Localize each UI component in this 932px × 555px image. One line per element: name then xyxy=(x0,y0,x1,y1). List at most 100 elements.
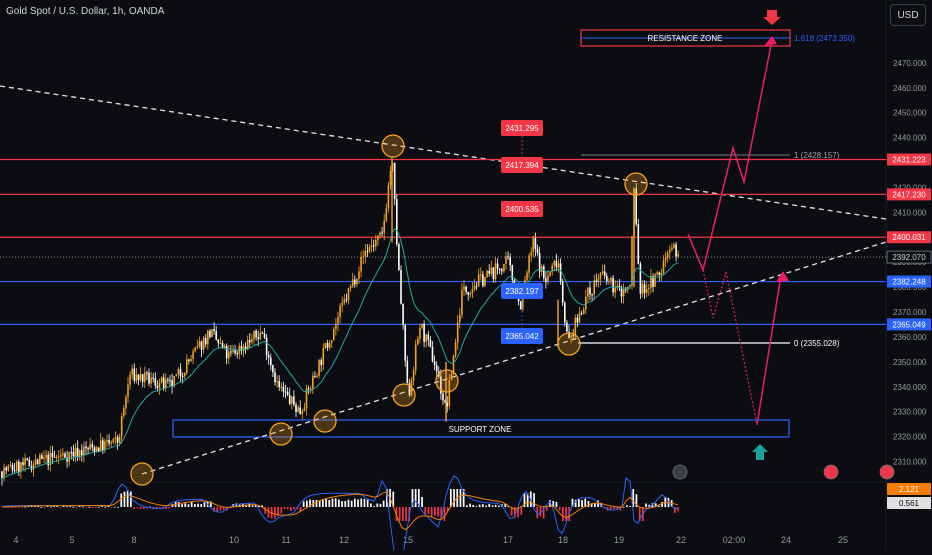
symbol-title: Gold Spot / U.S. Dollar, 1h, OANDA xyxy=(6,6,165,17)
currency-selector[interactable]: USD xyxy=(890,4,926,26)
candle-body xyxy=(606,275,608,282)
candle-body xyxy=(480,274,482,276)
candle-body xyxy=(624,289,627,291)
candle-body xyxy=(370,245,373,248)
macd-histogram-bar xyxy=(488,504,491,507)
candle-body xyxy=(364,251,367,257)
candle-body xyxy=(660,272,663,275)
candle-body xyxy=(589,287,591,295)
candle-body xyxy=(18,461,20,472)
candle-body xyxy=(108,440,110,444)
fib-level-label: 0 (2355.028) xyxy=(794,339,840,348)
macd-histogram-bar xyxy=(187,504,190,507)
candle-body xyxy=(114,437,117,439)
macd-histogram-bar xyxy=(402,507,404,521)
macd-histogram-bar xyxy=(494,504,497,507)
candle-body xyxy=(236,353,238,355)
level-price-label: 2365.049 xyxy=(892,320,926,329)
candle-body xyxy=(574,317,577,336)
macd-histogram-bar xyxy=(466,505,468,507)
macd-histogram-bar xyxy=(328,500,331,507)
macd-histogram-bar xyxy=(453,489,455,507)
candle-body xyxy=(78,450,81,458)
macd-histogram-bar xyxy=(549,500,551,507)
candle-body xyxy=(76,447,79,458)
macd-histogram-bar xyxy=(546,507,548,511)
candle-body xyxy=(587,287,589,297)
macd-histogram-bar xyxy=(398,507,401,521)
candle-body xyxy=(22,462,24,465)
candle-body xyxy=(673,244,675,248)
candle-body xyxy=(446,402,448,407)
candle-body xyxy=(351,279,354,286)
macd-histogram-bar xyxy=(24,506,27,508)
candle-body xyxy=(305,388,308,409)
macd-histogram-bar xyxy=(142,507,145,509)
macd-histogram-bar xyxy=(405,507,407,521)
rebound-projection-path xyxy=(756,274,782,426)
macd-histogram-bar xyxy=(638,507,641,521)
candle-body xyxy=(419,327,421,339)
candle-body xyxy=(461,289,463,315)
candle-body xyxy=(253,330,255,340)
macd-histogram-bar xyxy=(261,505,263,507)
macd-histogram-bar xyxy=(581,500,583,507)
candle-body xyxy=(45,454,47,458)
macd-histogram-bar xyxy=(370,503,372,507)
time-tick-label: 4 xyxy=(13,535,18,545)
candle-body xyxy=(179,369,182,376)
macd-histogram-bar xyxy=(510,507,513,516)
callout-label: 2365.042 xyxy=(505,332,539,341)
candle-body xyxy=(507,256,509,258)
macd-histogram-bar xyxy=(94,507,97,508)
candle-body xyxy=(194,347,196,352)
macd-histogram-bar xyxy=(200,504,203,507)
candle-body xyxy=(3,467,5,479)
candle-body xyxy=(496,263,499,269)
descending-trendline xyxy=(0,85,887,220)
candle-body xyxy=(72,452,75,457)
candle-body xyxy=(366,251,369,253)
macd-histogram-bar xyxy=(437,507,439,517)
candle-body xyxy=(585,296,587,310)
macd-histogram-bar xyxy=(526,493,529,507)
macd-histogram-bar xyxy=(424,507,427,515)
macd-histogram-bar xyxy=(222,507,225,510)
candle-body xyxy=(383,220,385,233)
candle-body xyxy=(641,284,644,294)
macd-histogram-bar xyxy=(165,507,167,510)
macd-histogram-bar xyxy=(258,505,260,507)
macd-histogram-bar xyxy=(594,503,596,507)
candle-body xyxy=(459,314,461,323)
candle-body xyxy=(276,381,278,383)
candle-body xyxy=(618,285,621,288)
candle-body xyxy=(293,396,295,405)
macd-histogram-bar xyxy=(245,504,247,507)
price-tick-label: 2450.000 xyxy=(893,109,927,118)
candle-body xyxy=(51,452,54,457)
candle-body xyxy=(57,455,60,457)
candle-body xyxy=(127,384,129,397)
candle-body xyxy=(473,286,476,290)
macd-histogram-bar xyxy=(267,507,270,518)
macd-histogram-bar xyxy=(40,506,43,508)
macd-histogram-bar xyxy=(523,493,526,507)
candle-body xyxy=(93,447,96,453)
macd-histogram-bar xyxy=(354,498,356,507)
candle-body xyxy=(330,340,333,344)
projection-arrowhead xyxy=(776,271,789,282)
candle-body xyxy=(396,199,398,245)
candle-body xyxy=(471,289,474,293)
macd-histogram-bar xyxy=(565,507,567,521)
candle-body xyxy=(612,277,614,293)
macd-histogram-bar xyxy=(661,502,663,507)
candle-body xyxy=(265,337,268,356)
candle-body xyxy=(488,270,490,274)
candle-body xyxy=(112,438,115,443)
candle-body xyxy=(123,408,125,416)
candle-body xyxy=(511,265,514,280)
macd-histogram-bar xyxy=(318,500,321,507)
level-price-tag xyxy=(887,275,931,288)
